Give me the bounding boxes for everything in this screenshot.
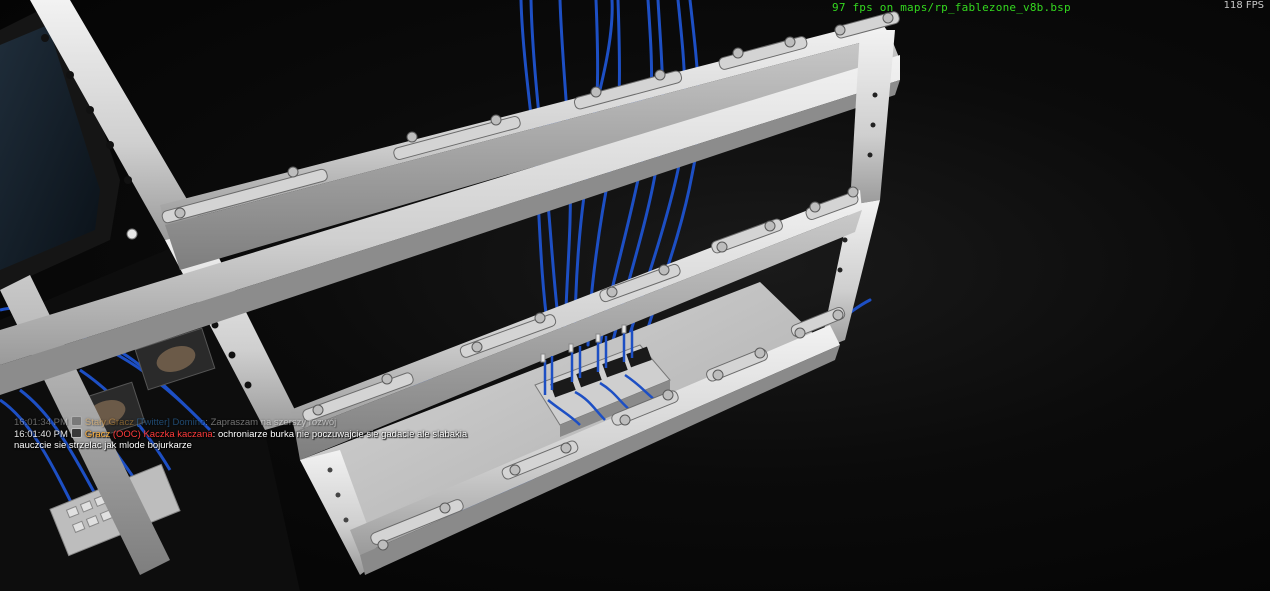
debug-map-info: 97 fps on maps/rp_fablezone_v8b.bsp [832, 1, 1071, 14]
chat-text: Zapraszam na szerszy rozwój [210, 417, 337, 428]
corner-bolt [126, 228, 138, 240]
cable-clamps [161, 11, 900, 545]
chat-message: 16:01:40 PM Gracz (OOC) Kaczka kaczana: o… [14, 428, 468, 440]
chat-message: 16:01:34 PM Stały Gracz [Twitter] Domino:… [14, 416, 337, 428]
rank-badge-icon [70, 428, 82, 438]
chat-channel: (OOC) [112, 429, 141, 440]
fps-counter: 118 FPS [1223, 0, 1264, 11]
chat-author: Domino [172, 417, 206, 428]
chat-rank: Stały Gracz [84, 417, 134, 428]
lower-rail [350, 325, 840, 575]
terminal-block [534, 324, 671, 437]
top-rail [0, 20, 900, 395]
chat-text: nauczcie sie strzelac jak mlode bojurkar… [14, 440, 192, 451]
chat-timestamp: 16:01:34 PM [14, 417, 68, 428]
chat-channel: [Twitter] [136, 417, 170, 428]
chat-box: 16:01:34 PM Stały Gracz [Twitter] Domino:… [14, 416, 467, 451]
rank-badge-icon [70, 416, 82, 426]
console-screen [0, 25, 100, 270]
chat-message-continuation: nauczcie sie strzelac jak mlode bojurkar… [14, 440, 467, 451]
chat-text: ochroniarze burka nie poczuwajcie sie ga… [217, 429, 468, 440]
chat-timestamp: 16:01:40 PM [14, 429, 68, 440]
chat-author: Kaczka kaczana [143, 429, 213, 440]
chat-rank: Gracz [84, 429, 111, 440]
clamp-bolts [174, 12, 894, 551]
